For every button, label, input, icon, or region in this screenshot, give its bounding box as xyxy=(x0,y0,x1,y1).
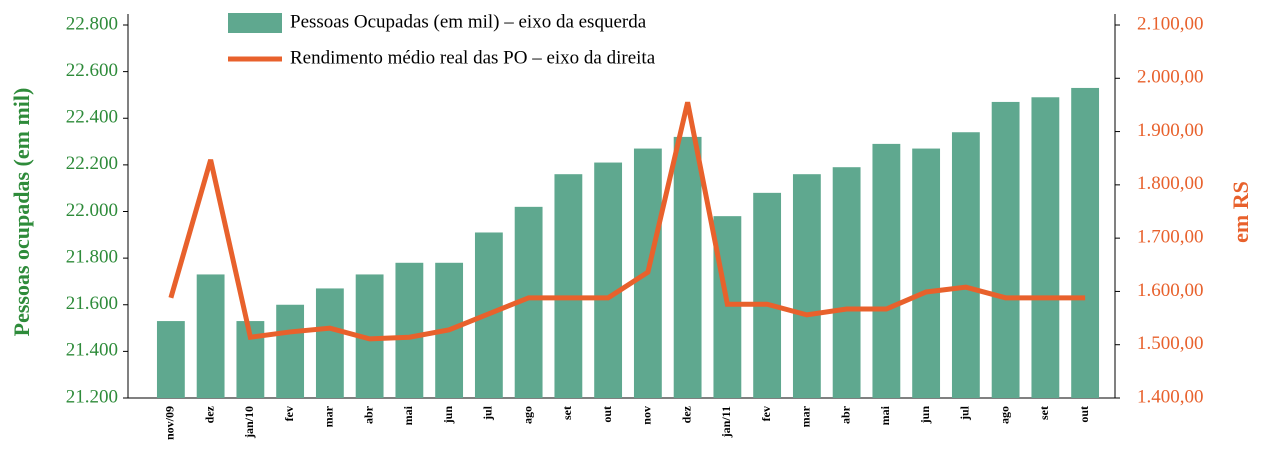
bar xyxy=(912,148,941,398)
legend-swatch xyxy=(228,13,282,33)
x-tick-label: abr xyxy=(361,405,375,424)
x-tick-label: jun xyxy=(918,406,932,425)
y-tick-label: 21.600 xyxy=(66,293,118,314)
y-axis-title: Pessoas ocupadas (em mil) xyxy=(9,88,34,337)
legend-label: Pessoas Ocupadas (em mil) – eixo da esqu… xyxy=(290,11,647,32)
x-tick-label: nov/09 xyxy=(163,406,177,440)
x-tick-label: mai xyxy=(878,405,892,425)
legend-label: Rendimento médio real das PO – eixo da d… xyxy=(290,47,656,68)
x-tick-label: set xyxy=(560,406,574,420)
y2-axis-title: em RS xyxy=(1228,181,1253,243)
y-tick-label: 21.800 xyxy=(66,246,118,267)
x-tick-label: mar xyxy=(799,405,813,427)
x-tick-label: out xyxy=(1077,406,1091,423)
x-tick-label: abr xyxy=(838,405,852,424)
bar xyxy=(951,132,980,399)
y-tick-label: 22.200 xyxy=(66,153,118,174)
y-tick-label: 22.600 xyxy=(66,60,118,81)
y2-tick-label: 1.600,00 xyxy=(1137,280,1204,301)
x-tick-label: ago xyxy=(997,406,1011,424)
bar xyxy=(1071,87,1100,398)
x-tick-label: dez xyxy=(679,405,693,423)
bar xyxy=(1031,97,1060,399)
x-tick-label: mai xyxy=(401,405,415,425)
bar xyxy=(594,162,623,398)
bar xyxy=(872,143,901,398)
x-tick-label: set xyxy=(1037,406,1051,420)
bar xyxy=(673,136,702,398)
y2-tick-label: 2.100,00 xyxy=(1137,13,1204,34)
x-tick-label: jan/11 xyxy=(719,406,733,438)
y2-tick-label: 2.000,00 xyxy=(1137,67,1204,88)
y-tick-label: 21.200 xyxy=(66,386,118,407)
x-tick-label: ago xyxy=(520,406,534,424)
bar xyxy=(753,192,782,398)
x-tick-label: fev xyxy=(759,406,773,421)
bar xyxy=(395,262,424,398)
x-tick-label: fev xyxy=(282,406,296,421)
x-tick-label: jan/10 xyxy=(242,406,256,439)
bar xyxy=(991,101,1020,399)
y2-tick-label: 1.500,00 xyxy=(1137,333,1204,354)
x-tick-label: nov xyxy=(640,406,654,425)
bar xyxy=(276,304,305,398)
y-tick-label: 21.400 xyxy=(66,340,118,361)
bar xyxy=(156,321,185,398)
y2-tick-label: 1.800,00 xyxy=(1137,173,1204,194)
x-tick-label: jul xyxy=(481,405,495,421)
bar xyxy=(554,174,583,398)
x-tick-label: dez xyxy=(202,405,216,423)
y-tick-label: 22.000 xyxy=(66,200,118,221)
y2-tick-label: 1.900,00 xyxy=(1137,120,1204,141)
bar xyxy=(196,274,225,398)
x-tick-label: out xyxy=(600,406,614,423)
bar xyxy=(315,288,344,398)
x-tick-label: jul xyxy=(958,405,972,421)
x-tick-label: jun xyxy=(441,406,455,425)
x-tick-label: mar xyxy=(322,405,336,427)
bar xyxy=(792,174,821,398)
y-tick-label: 22.800 xyxy=(66,13,118,34)
y2-tick-label: 1.400,00 xyxy=(1137,386,1204,407)
y2-tick-label: 1.700,00 xyxy=(1137,227,1204,248)
bar xyxy=(832,167,861,398)
y-tick-label: 22.400 xyxy=(66,107,118,128)
line xyxy=(168,101,1086,342)
